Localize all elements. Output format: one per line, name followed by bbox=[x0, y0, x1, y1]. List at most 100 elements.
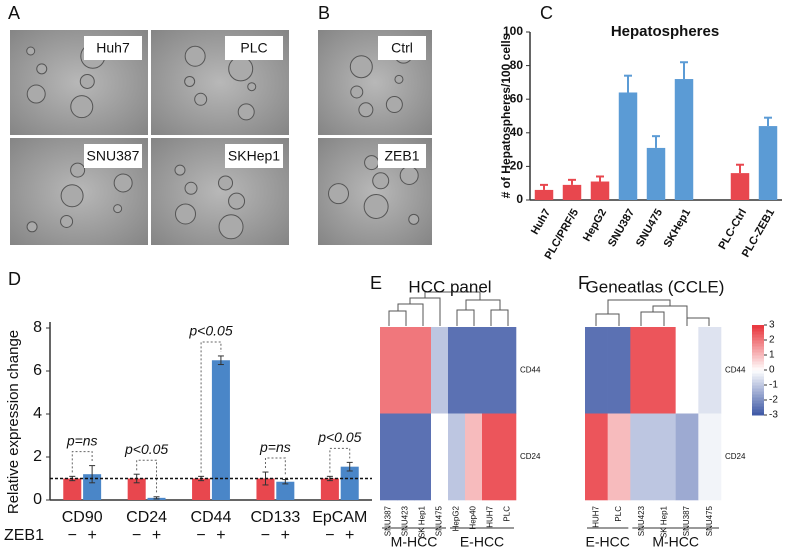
dendrogram bbox=[595, 299, 710, 326]
significance-bracket bbox=[136, 459, 158, 493]
bar bbox=[674, 79, 694, 200]
row-label: CD44 bbox=[520, 365, 541, 374]
cell-cluster bbox=[228, 192, 246, 210]
legend-entry: − bbox=[325, 527, 334, 544]
column-label: SNU475 bbox=[435, 505, 444, 536]
colorbar-step bbox=[752, 397, 764, 401]
colorbar-step bbox=[752, 406, 764, 410]
heatmap-cell bbox=[675, 327, 699, 414]
colorbar-step bbox=[752, 379, 764, 383]
cell-cluster bbox=[394, 74, 404, 84]
legend-entry: + bbox=[87, 527, 96, 544]
significance-bracket bbox=[71, 451, 93, 473]
bar bbox=[211, 360, 230, 500]
annotation: p<0.05 bbox=[317, 429, 361, 445]
panel-label: B bbox=[318, 3, 330, 23]
legend-entry: + bbox=[152, 527, 161, 544]
legend-title: ZEB1 bbox=[4, 527, 44, 544]
bar bbox=[730, 173, 750, 200]
colorbar-label: -2 bbox=[769, 395, 778, 406]
y-tick-label: 20 bbox=[510, 159, 524, 173]
image-label-box bbox=[225, 36, 283, 60]
image-label: Ctrl bbox=[391, 40, 413, 56]
colorbar-label: -3 bbox=[769, 410, 778, 421]
column-label: SNU387 bbox=[384, 505, 393, 536]
column-label: PLC bbox=[503, 506, 512, 522]
cell-cluster bbox=[349, 55, 373, 79]
y-tick-label: 40 bbox=[510, 125, 524, 139]
cell-cluster bbox=[328, 183, 350, 205]
heatmap-cell bbox=[397, 327, 415, 414]
heatmap-cell bbox=[630, 327, 654, 414]
heatmap-cell bbox=[585, 327, 608, 414]
y-tick-label: 8 bbox=[33, 319, 42, 336]
cell-cluster bbox=[372, 172, 390, 190]
colorbar-label: 3 bbox=[769, 320, 775, 331]
cell-cluster bbox=[26, 84, 46, 104]
heatmap-cell bbox=[448, 327, 466, 414]
colorbar-step bbox=[752, 340, 764, 344]
cell-cluster bbox=[26, 46, 36, 56]
column-label: SNU387 bbox=[682, 505, 691, 536]
colorbar-step bbox=[752, 361, 764, 365]
bar bbox=[534, 189, 554, 200]
annotation: p<0.05 bbox=[188, 323, 232, 339]
y-tick-label: 0 bbox=[33, 491, 42, 508]
colorbar-step bbox=[752, 403, 764, 407]
column-label: SK Hep1 bbox=[418, 505, 427, 538]
panel-label: D bbox=[8, 269, 21, 289]
legend-entry: + bbox=[281, 527, 290, 544]
annotation: p=ns bbox=[66, 432, 98, 448]
cell-cluster bbox=[228, 56, 254, 82]
chart-title: Hepatospheres bbox=[611, 23, 719, 40]
cell-cluster bbox=[113, 173, 133, 193]
column-label: Hep40 bbox=[469, 505, 478, 529]
bar bbox=[590, 181, 610, 200]
column-label: SNU475 bbox=[705, 505, 714, 536]
legend-entry: − bbox=[196, 527, 205, 544]
colorbar-step bbox=[752, 355, 764, 359]
image-label-box bbox=[378, 36, 426, 60]
cell-cluster bbox=[399, 165, 419, 185]
x-tick-label: CD133 bbox=[250, 509, 300, 526]
panel-label: E bbox=[370, 273, 382, 293]
column-label: PLC bbox=[614, 506, 623, 522]
cell-cluster bbox=[350, 85, 364, 99]
cell-cluster bbox=[70, 162, 86, 178]
y-axis-label: Relative expression change bbox=[5, 330, 22, 514]
bar bbox=[320, 478, 339, 500]
colorbar-label: 1 bbox=[769, 350, 775, 361]
colorbar-step bbox=[752, 370, 764, 374]
x-tick-label: CD44 bbox=[191, 509, 232, 526]
panel-label: F bbox=[578, 273, 589, 293]
colorbar-step bbox=[752, 400, 764, 404]
heatmap-cell bbox=[482, 327, 500, 414]
heatmap-cell bbox=[675, 413, 699, 501]
heatmap-cell bbox=[431, 327, 449, 414]
cell-cluster bbox=[184, 45, 206, 67]
y-tick-label: 4 bbox=[33, 405, 42, 422]
bar bbox=[83, 474, 102, 500]
x-tick-label: CD90 bbox=[62, 509, 103, 526]
cell-cluster bbox=[385, 96, 403, 114]
annotation: p=ns bbox=[259, 439, 291, 455]
y-tick-label: 2 bbox=[33, 448, 42, 465]
colorbar-step bbox=[752, 376, 764, 380]
group-label: M-HCC bbox=[391, 534, 438, 550]
colorbar-step bbox=[752, 388, 764, 392]
colorbar-step bbox=[752, 352, 764, 356]
heatmap-cell bbox=[653, 413, 676, 501]
column-label: HUH7 bbox=[591, 505, 600, 527]
colorbar-step bbox=[752, 349, 764, 353]
x-tick-label: EpCAM bbox=[312, 509, 367, 526]
heatmap-cell bbox=[499, 413, 517, 501]
annotation: p<0.05 bbox=[124, 441, 168, 457]
cell-cluster bbox=[36, 63, 48, 75]
group-label: E-HCC bbox=[585, 534, 629, 550]
panel-label: C bbox=[540, 3, 553, 23]
colorbar-step bbox=[752, 412, 764, 416]
cell-cluster bbox=[364, 155, 380, 171]
image-label: SKHep1 bbox=[228, 148, 280, 164]
legend-entry: − bbox=[68, 527, 77, 544]
